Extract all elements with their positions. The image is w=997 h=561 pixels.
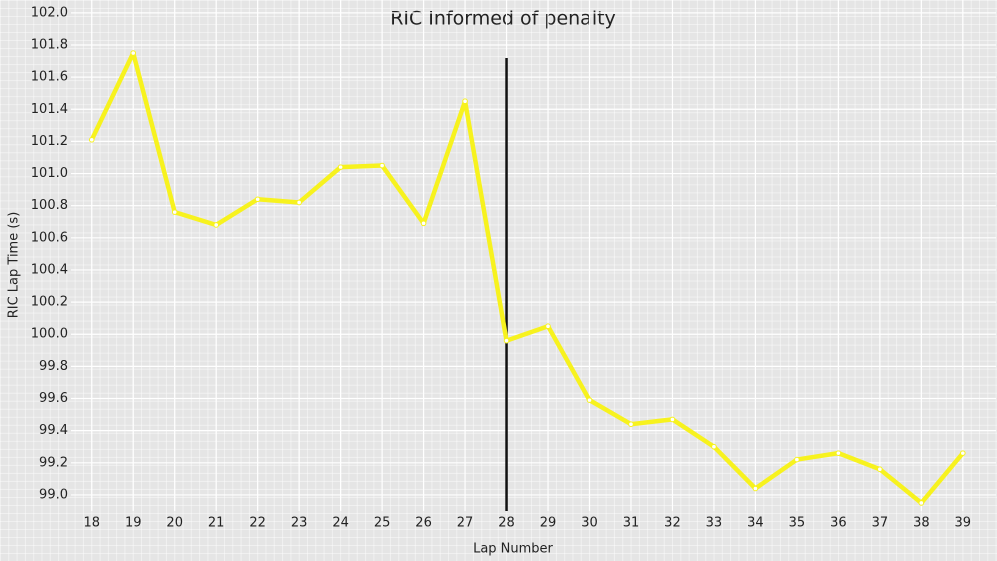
data-point (794, 456, 800, 463)
data-point (462, 98, 468, 105)
data-point (88, 137, 95, 143)
y-tick-label: 102.0 (31, 5, 68, 20)
data-point (379, 162, 385, 169)
y-tick-label: 101.4 (31, 102, 68, 117)
y-axis-label: RIC Lap Time (s) (7, 212, 22, 319)
x-tick-label: 25 (374, 516, 391, 531)
x-tick-label: 31 (623, 516, 640, 531)
y-tick-label: 101.8 (31, 37, 68, 52)
x-tick-label: 34 (747, 516, 764, 531)
y-tick-label: 99.6 (39, 391, 68, 406)
x-tick-label: 24 (332, 516, 349, 531)
data-point (254, 196, 261, 203)
x-tick-label: 19 (125, 516, 142, 531)
x-tick-label: 18 (83, 516, 100, 531)
y-tick-label: 100.0 (31, 327, 68, 342)
y-tick-label: 99.4 (39, 423, 68, 438)
data-point (918, 500, 925, 506)
x-tick-label: 36 (830, 516, 847, 531)
y-tick-label: 100.2 (31, 295, 68, 310)
x-tick-label: 21 (208, 516, 225, 531)
x-tick-label: 23 (291, 516, 308, 531)
data-point (711, 443, 717, 450)
x-axis-label: Lap Number (473, 542, 553, 557)
data-point (545, 323, 551, 330)
data-point (420, 220, 427, 227)
x-tick-label: 39 (955, 516, 972, 531)
data-point (877, 466, 883, 473)
data-point (586, 397, 593, 403)
data-point (628, 421, 634, 428)
x-tick-label: 37 (872, 516, 889, 531)
y-tick-label: 100.6 (31, 230, 68, 245)
y-tick-label: 99.2 (39, 455, 68, 470)
y-tick-label: 99.0 (39, 487, 68, 502)
y-tick-label: 101.0 (31, 166, 68, 181)
y-tick-label: 100.4 (31, 262, 68, 277)
y-tick-label: 101.2 (31, 134, 68, 149)
data-point (960, 450, 966, 456)
data-point (835, 450, 842, 456)
x-tick-label: 27 (457, 516, 474, 531)
x-tick-label: 33 (706, 516, 723, 531)
data-point (296, 199, 302, 206)
data-point (752, 485, 759, 492)
data-point (213, 222, 219, 228)
y-tick-label: 100.8 (31, 198, 68, 213)
x-tick-label: 20 (166, 516, 183, 531)
data-point (130, 50, 137, 56)
x-tick-label: 29 (540, 516, 557, 531)
x-tick-label: 26 (415, 516, 432, 531)
y-tick-label: 99.8 (39, 359, 68, 374)
x-tick-label: 32 (664, 516, 681, 531)
x-tick-label: 30 (581, 516, 598, 531)
x-tick-label: 28 (498, 516, 515, 531)
data-point (171, 209, 178, 215)
data-line (89, 50, 965, 506)
y-tick-label: 101.6 (31, 70, 68, 85)
data-point (503, 337, 510, 344)
x-tick-label: 22 (249, 516, 266, 531)
data-point (337, 164, 344, 170)
data-point (669, 416, 676, 423)
x-tick-label: 38 (913, 516, 930, 531)
x-tick-label: 35 (789, 516, 806, 531)
